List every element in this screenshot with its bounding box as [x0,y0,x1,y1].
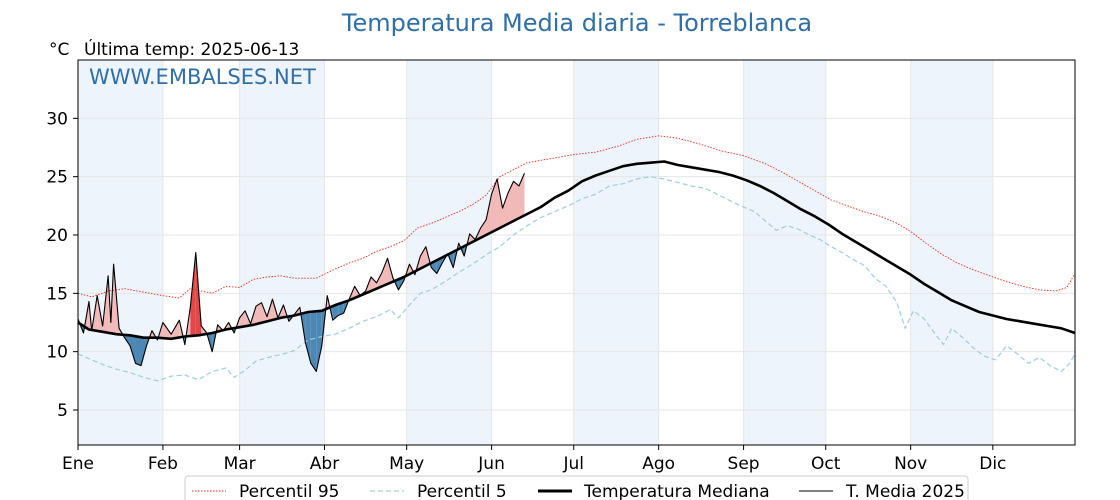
legend: Percentil 95 Percentil 5 Temperatura Med… [184,475,969,500]
y-tick-label: 25 [46,168,68,188]
series-line-t-media-2025 [77,172,525,373]
x-tick-label: Ene [62,454,94,474]
anomaly-fill [338,302,344,316]
anomaly-fill [480,219,487,238]
y-tick-label: 15 [46,284,68,304]
y-tick-label: 10 [46,343,68,363]
unit-label: °C [49,40,69,60]
anomaly-fill [135,336,141,366]
anomaly-fill [130,335,136,364]
anomaly-fill [162,322,172,339]
anomaly-fill [382,258,388,287]
anomaly-fill [171,320,180,339]
anomaly-fill [190,252,196,337]
series-line-percentil-95 [77,135,1076,299]
anomaly-fill [486,194,492,235]
y-tick-label: 30 [46,109,68,129]
month-band [743,60,826,445]
anomaly-fill [420,246,426,269]
legend-label-median: Temperatura Mediana [583,482,770,500]
anomaly-fill [256,302,262,325]
anomaly-fill [261,302,267,323]
x-tick-label: Jul [563,454,585,474]
y-tick-label: 5 [57,401,68,421]
anomaly-fill [305,311,311,364]
watermark-text: WWW.EMBALSES.NET [89,65,316,89]
legend-label-p5: Percentil 5 [417,482,507,500]
chart-title: Temperatura Media diaria - Torreblanca [341,9,812,37]
plot-frame [77,59,1076,446]
anomaly-fill [316,310,322,372]
x-tick-label: Nov [894,454,927,474]
series-line-percentil-5 [77,176,1076,382]
anomaly-fill [491,179,498,233]
x-tick-label: Abr [310,454,339,474]
legend-label-p95: Percentil 95 [239,482,339,500]
x-tick-label: Jun [477,454,505,474]
y-tick-label: 20 [46,226,68,246]
anomaly-fill [502,193,509,227]
anomaly-fill [518,173,525,219]
anomaly-fill [310,311,317,372]
x-tick-label: May [389,454,424,474]
x-tick-label: Feb [148,454,178,474]
month-band [78,60,163,445]
month-band [910,60,993,445]
x-tick-label: Mar [224,454,256,474]
x-tick-label: Ago [642,454,675,474]
anomaly-fill [376,272,383,289]
series-line-temperatura-mediana [77,160,1076,341]
month-bands [78,60,993,445]
last-temp-label: Última temp: 2025-06-13 [84,38,299,60]
legend-label-current: T. Media 2025 [845,482,965,500]
month-band [573,60,659,445]
anomaly-fill [239,310,246,328]
anomaly-fill [371,277,377,291]
anomaly-fill [513,181,519,221]
anomaly-fill [141,337,147,366]
series-lines [77,135,1076,382]
anomaly-fill [497,179,503,230]
y-axis-ticks: 5 10 15 20 25 30 [46,109,78,421]
x-tick-label: Dic [979,454,1006,474]
anomaly-fill [508,181,514,224]
x-tick-label: Sep [728,454,760,474]
grid-lines [77,60,1075,445]
legend-box [184,475,969,500]
x-axis-ticks: Ene Feb Mar Abr May Jun Jul Ago Sep Oct Nov Dic [62,445,1006,474]
month-band [239,60,325,445]
x-tick-label: Oct [811,454,841,474]
anomaly-fill [436,257,443,274]
